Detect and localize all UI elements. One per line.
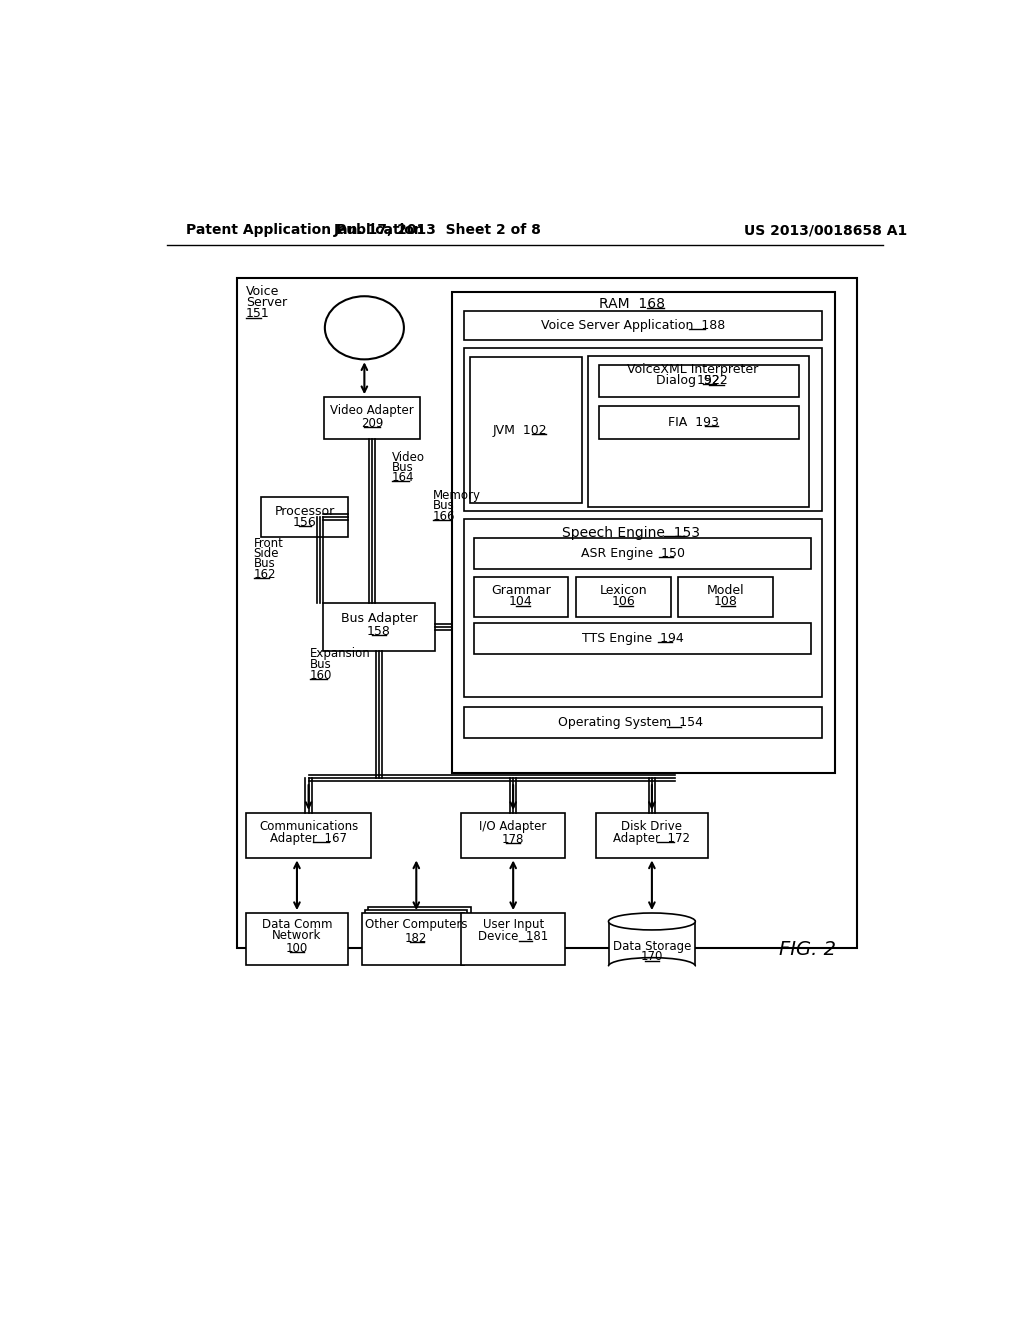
Bar (246, 813, 372, 858)
Text: Dialog  522: Dialog 522 (655, 375, 727, 388)
Text: 170: 170 (641, 950, 664, 964)
Bar (324, 603, 435, 651)
Text: Memory: Memory (432, 490, 480, 502)
Text: Display: Display (342, 314, 386, 326)
Text: Video: Video (391, 450, 425, 463)
Text: Voice: Voice (246, 285, 280, 298)
Text: 180: 180 (353, 335, 376, 348)
Bar (474, 577, 568, 616)
Bar (464, 348, 821, 511)
Text: Device  181: Device 181 (478, 931, 548, 944)
Text: Communications: Communications (259, 820, 358, 833)
Text: Operating System  154: Operating System 154 (558, 717, 703, 730)
Text: 106: 106 (611, 595, 635, 609)
Text: Bus: Bus (310, 657, 332, 671)
Text: Grammar: Grammar (492, 583, 551, 597)
Bar (599, 407, 799, 438)
Bar (362, 913, 464, 965)
Text: Speech Engine  153: Speech Engine 153 (562, 525, 700, 540)
Text: 100: 100 (286, 942, 308, 954)
Bar (596, 813, 708, 858)
Bar (464, 519, 821, 697)
Text: Processor: Processor (274, 504, 335, 517)
Bar (470, 358, 583, 503)
Bar (474, 623, 811, 653)
Text: TTS Engine  194: TTS Engine 194 (582, 631, 684, 644)
Text: 164: 164 (391, 471, 414, 484)
Text: Video Adapter: Video Adapter (331, 404, 414, 417)
Text: 162: 162 (254, 568, 276, 581)
Text: Disk Drive: Disk Drive (622, 820, 682, 833)
Text: Lexicon: Lexicon (599, 583, 647, 597)
Text: FIG. 2: FIG. 2 (779, 940, 836, 960)
Text: Side: Side (254, 546, 280, 560)
Bar (464, 312, 821, 341)
Bar (464, 708, 821, 738)
Text: 209: 209 (360, 417, 383, 430)
Text: 182: 182 (406, 932, 427, 945)
Text: 160: 160 (310, 668, 333, 681)
Text: Data Storage: Data Storage (612, 940, 691, 953)
Text: Patent Application Publication: Patent Application Publication (186, 223, 424, 238)
Text: 104: 104 (509, 595, 532, 609)
Text: Network: Network (272, 929, 322, 942)
Ellipse shape (608, 913, 695, 929)
Text: Bus: Bus (254, 557, 275, 570)
Text: 158: 158 (368, 624, 391, 638)
Text: Device: Device (344, 325, 385, 338)
Bar (678, 577, 773, 616)
Text: 108: 108 (714, 595, 737, 609)
Text: I/O Adapter: I/O Adapter (479, 820, 547, 833)
Bar (261, 498, 348, 537)
Text: Adapter  172: Adapter 172 (613, 832, 690, 845)
Bar (589, 355, 809, 507)
Text: Other Computers: Other Computers (365, 917, 468, 931)
Text: Bus: Bus (432, 499, 455, 512)
Bar (599, 364, 799, 397)
Text: 166: 166 (432, 510, 455, 523)
Text: 156: 156 (293, 516, 316, 529)
Text: User Input: User Input (482, 917, 544, 931)
Text: Model: Model (707, 583, 744, 597)
Text: 192: 192 (696, 374, 720, 387)
Bar (366, 909, 467, 962)
Bar (575, 577, 671, 616)
Bar (608, 921, 695, 966)
Text: Front: Front (254, 537, 284, 550)
Text: Bus Adapter: Bus Adapter (341, 612, 418, 626)
Bar (461, 813, 565, 858)
Bar (246, 913, 348, 965)
Text: Bus: Bus (391, 461, 414, 474)
Text: Expansion: Expansion (310, 647, 371, 660)
Text: JVM  102: JVM 102 (493, 424, 547, 437)
Bar (461, 913, 565, 965)
Text: 151: 151 (246, 308, 269, 321)
Ellipse shape (325, 296, 403, 359)
Text: VoiceXML Interpreter: VoiceXML Interpreter (627, 363, 758, 376)
Text: ASR Engine  150: ASR Engine 150 (581, 546, 685, 560)
Text: 178: 178 (502, 833, 524, 846)
Bar (474, 539, 811, 569)
Bar (369, 907, 471, 960)
Ellipse shape (608, 958, 695, 974)
Text: Jan. 17, 2013  Sheet 2 of 8: Jan. 17, 2013 Sheet 2 of 8 (334, 223, 542, 238)
Text: Server: Server (246, 296, 287, 309)
Text: FIA  193: FIA 193 (668, 416, 719, 429)
Bar (452, 292, 835, 774)
Text: Adapter  167: Adapter 167 (270, 832, 347, 845)
Text: Data Comm: Data Comm (262, 917, 332, 931)
Bar (237, 277, 856, 948)
Text: Voice Server Application  188: Voice Server Application 188 (541, 319, 725, 333)
Text: US 2013/0018658 A1: US 2013/0018658 A1 (743, 223, 907, 238)
Text: RAM  168: RAM 168 (599, 297, 665, 312)
Bar (324, 397, 420, 440)
